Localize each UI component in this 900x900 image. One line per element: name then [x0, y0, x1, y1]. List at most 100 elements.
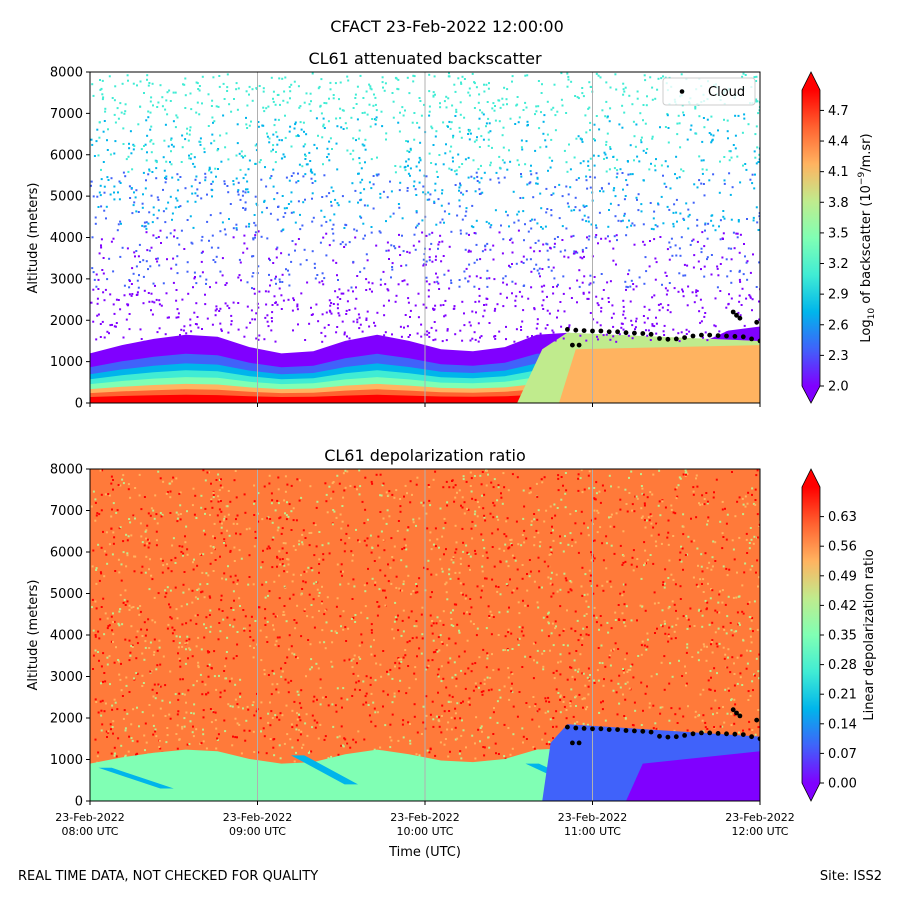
backscatter-speckle — [160, 304, 163, 307]
backscatter-speckle — [278, 287, 281, 290]
depol-speckle — [203, 636, 206, 639]
depol-speckle — [711, 639, 714, 642]
backscatter-speckle — [100, 244, 102, 247]
depol-speckle — [632, 549, 635, 552]
depol-speckle — [621, 612, 624, 615]
depol-speckle — [378, 556, 381, 559]
backscatter-speckle — [177, 312, 180, 315]
depol-speckle — [618, 674, 621, 677]
backscatter-speckle — [629, 144, 632, 147]
backscatter-speckle — [104, 107, 107, 110]
depol-speckle — [706, 523, 709, 526]
backscatter-speckle — [98, 191, 101, 194]
backscatter-speckle — [130, 152, 133, 155]
backscatter-speckle — [605, 333, 608, 336]
backscatter-speckle — [430, 162, 433, 164]
depol-speckle — [119, 608, 122, 611]
depol-speckle — [492, 669, 495, 672]
backscatter-speckle — [524, 101, 527, 104]
depol-speckle — [183, 693, 186, 696]
backscatter-speckle — [173, 229, 176, 232]
backscatter-speckle — [697, 260, 700, 263]
backscatter-speckle — [441, 340, 444, 343]
depol-speckle — [185, 622, 188, 625]
depol-speckle — [148, 704, 151, 706]
backscatter-speckle — [619, 168, 622, 171]
backscatter-speckle — [203, 151, 206, 154]
backscatter-speckle — [755, 80, 758, 82]
backscatter-speckle — [244, 207, 247, 210]
backscatter-speckle — [525, 140, 528, 143]
depol-speckle — [246, 705, 249, 708]
backscatter-speckle — [156, 260, 159, 263]
backscatter-speckle — [391, 266, 394, 268]
backscatter-speckle — [97, 313, 100, 316]
backscatter-speckle — [539, 275, 541, 278]
depol-speckle — [413, 715, 416, 718]
depol-speckle — [552, 529, 554, 532]
backscatter-speckle — [257, 230, 260, 233]
depol-speckle — [283, 613, 286, 616]
backscatter-speckle — [529, 170, 532, 173]
backscatter-speckle — [511, 80, 513, 83]
depol-speckle — [488, 616, 491, 619]
backscatter-speckle — [521, 295, 524, 298]
depol-speckle — [733, 698, 736, 701]
depol-speckle — [758, 653, 760, 656]
depol-speckle — [242, 707, 244, 710]
backscatter-speckle — [539, 332, 542, 335]
backscatter-speckle — [250, 120, 252, 123]
backscatter-speckle — [478, 181, 481, 184]
depol-speckle — [453, 500, 456, 503]
backscatter-speckle — [177, 206, 180, 208]
backscatter-speckle — [655, 158, 657, 161]
backscatter-speckle — [255, 143, 258, 146]
backscatter-speckle — [698, 310, 701, 313]
backscatter-speckle — [325, 311, 328, 314]
depol-speckle — [585, 613, 588, 615]
backscatter-speckle — [541, 290, 544, 293]
backscatter-speckle — [469, 132, 472, 135]
backscatter-speckle — [126, 304, 129, 307]
depol-speckle — [555, 573, 558, 576]
backscatter-speckle — [133, 191, 135, 194]
backscatter-speckle — [642, 223, 645, 226]
backscatter-speckle — [150, 194, 153, 197]
backscatter-speckle — [322, 283, 325, 286]
depol-speckle — [586, 676, 589, 679]
depol-speckle — [454, 673, 457, 676]
depol-speckle — [404, 544, 407, 547]
depol-speckle — [529, 655, 532, 658]
backscatter-speckle — [518, 163, 520, 166]
backscatter-speckle — [363, 111, 366, 114]
backscatter-speckle — [138, 243, 141, 246]
depol-speckle — [731, 656, 734, 659]
backscatter-speckle — [725, 331, 728, 334]
backscatter-speckle — [653, 238, 656, 241]
backscatter-speckle — [467, 250, 470, 253]
depol-speckle — [127, 488, 130, 491]
backscatter-speckle — [264, 290, 267, 293]
backscatter-speckle — [458, 199, 461, 202]
backscatter-speckle — [321, 340, 324, 343]
depol-speckle — [743, 571, 746, 574]
cloud-point — [665, 336, 671, 342]
backscatter-speckle — [275, 256, 278, 259]
backscatter-speckle — [652, 217, 655, 220]
backscatter-speckle — [217, 246, 220, 249]
depol-speckle — [217, 638, 220, 641]
backscatter-speckle — [167, 145, 170, 148]
depol-speckle — [380, 494, 383, 497]
depol-speckle — [136, 642, 139, 645]
depol-speckle — [476, 627, 479, 630]
depol-speckle — [644, 609, 647, 612]
depol-speckle — [316, 698, 318, 701]
depol-speckle — [652, 562, 655, 565]
depol-speckle — [659, 706, 662, 709]
depol-speckle — [696, 547, 699, 550]
backscatter-speckle — [433, 202, 436, 204]
depol-speckle — [188, 588, 190, 591]
backscatter-speckle — [536, 322, 539, 325]
backscatter-speckle — [680, 331, 683, 334]
backscatter-speckle — [581, 248, 584, 251]
